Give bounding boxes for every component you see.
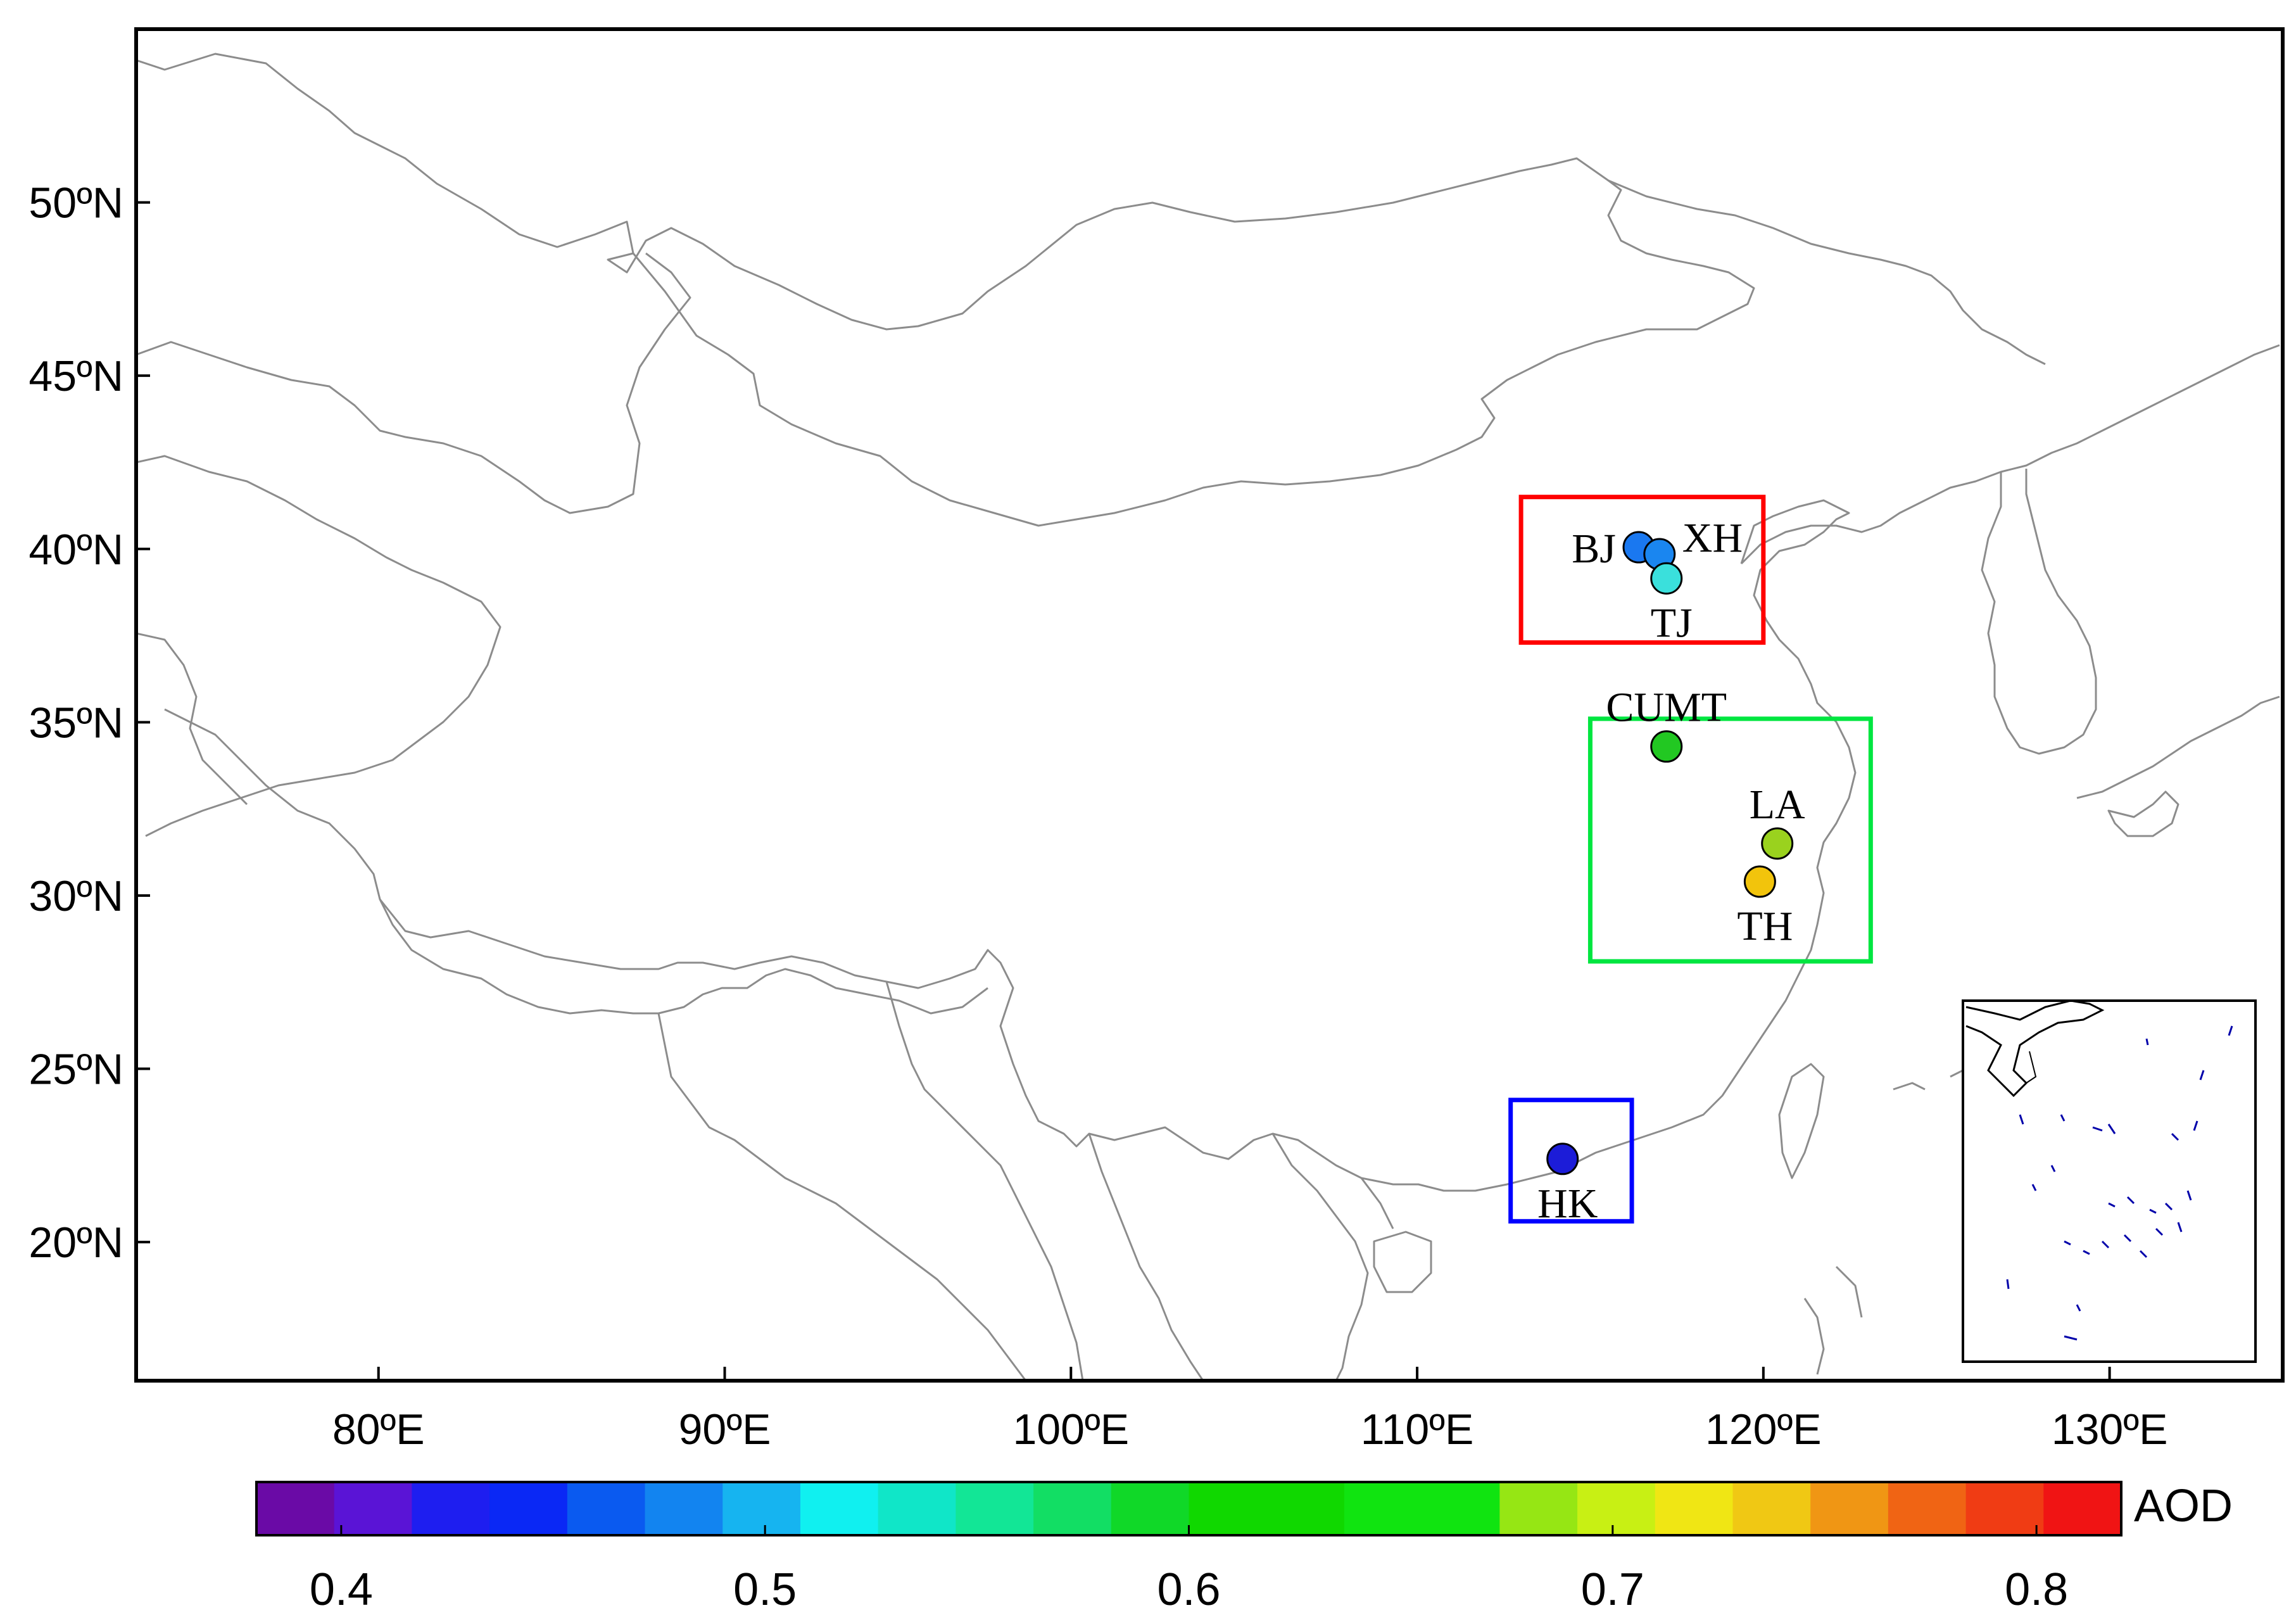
y-tick-label: 30ºN <box>28 872 123 920</box>
colorbar-cell <box>412 1482 491 1535</box>
site-label-th: TH <box>1737 903 1793 949</box>
colorbar-cell <box>878 1482 957 1535</box>
colorbar-cells <box>256 1482 2122 1535</box>
site-marker-hk <box>1546 1143 1579 1175</box>
x-tick-label: 120ºE <box>1705 1405 1822 1454</box>
site-marker-th <box>1743 865 1776 898</box>
site-label-bj: BJ <box>1572 526 1616 572</box>
site-label-hk: HK <box>1537 1181 1598 1227</box>
colorbar-cell <box>1344 1482 1423 1535</box>
x-tick-label: 90ºE <box>679 1405 771 1454</box>
colorbar-cell <box>334 1482 413 1535</box>
colorbar-cell <box>1111 1482 1190 1535</box>
site-label-cumt: CUMT <box>1606 685 1727 731</box>
site-label-la: LA <box>1750 782 1805 828</box>
colorbar-cell <box>567 1482 646 1535</box>
x-tick-label: 130ºE <box>2052 1405 2168 1454</box>
colorbar-cell <box>800 1482 879 1535</box>
colorbar-tick-label: 0.7 <box>1581 1564 1644 1615</box>
y-tick-label: 25ºN <box>28 1046 123 1094</box>
y-tick-label: 50ºN <box>28 179 123 227</box>
colorbar-title: AOD <box>2134 1481 2233 1531</box>
y-tick-label: 35ºN <box>28 699 123 747</box>
colorbar-cell <box>256 1482 335 1535</box>
aeronet-sites: BJ XH TJ CUMT LA TH HK <box>1537 515 1805 1227</box>
colorbar-cell <box>1499 1482 1579 1535</box>
colorbar-cell <box>489 1482 568 1535</box>
region-box-east <box>1587 716 1873 964</box>
latitude-axis: 20ºN 25ºN 30ºN 35ºN 40ºN 45ºN 50ºN <box>28 179 150 1267</box>
colorbar-cell <box>1655 1482 1734 1535</box>
colorbar-tick-label: 0.8 <box>2005 1564 2068 1615</box>
region-box-north <box>1518 495 1766 645</box>
colorbar-cell <box>1422 1482 1501 1535</box>
colorbar-cell <box>722 1482 801 1535</box>
map-area: BJ XH TJ CUMT LA TH HK <box>134 27 2285 1383</box>
region-box-south <box>1508 1098 1634 1224</box>
colorbar-cell <box>1577 1482 1656 1535</box>
colorbar-ticks: 0.4 0.5 0.6 0.7 0.8 <box>310 1525 2068 1615</box>
inset-map <box>1962 999 2257 1363</box>
colorbar-cell <box>1965 1482 2045 1535</box>
x-tick-label: 80ºE <box>332 1405 425 1454</box>
colorbar-cell <box>2043 1482 2122 1535</box>
colorbar-cell <box>1888 1482 1967 1535</box>
colorbar-cell <box>1732 1482 1812 1535</box>
y-tick-label: 20ºN <box>28 1219 123 1267</box>
site-label-xh: XH <box>1682 515 1743 561</box>
colorbar-cell <box>956 1482 1035 1535</box>
y-tick-label: 40ºN <box>28 526 123 574</box>
x-tick-label: 110ºE <box>1361 1405 1474 1454</box>
x-tick-label: 100ºE <box>1012 1405 1129 1454</box>
y-tick-label: 45ºN <box>28 352 123 400</box>
longitude-axis: 80ºE 90ºE 100ºE 110ºE 120ºE 130ºE <box>332 1367 2168 1454</box>
site-label-tj: TJ <box>1651 600 1693 646</box>
region-boxes <box>1508 495 1873 1224</box>
colorbar-cell <box>1189 1482 1268 1535</box>
site-marker-cumt <box>1650 730 1683 763</box>
site-marker-la <box>1761 827 1794 860</box>
site-marker-tj <box>1650 562 1683 595</box>
aod-colorbar: 0.4 0.5 0.6 0.7 0.8 AOD <box>255 1481 2233 1615</box>
colorbar-cell <box>1033 1482 1112 1535</box>
colorbar-cell <box>1266 1482 1345 1535</box>
colorbar-tick-label: 0.4 <box>310 1564 373 1615</box>
colorbar-cell <box>1810 1482 1889 1535</box>
colorbar-tick-label: 0.5 <box>733 1564 797 1615</box>
colorbar-cell <box>645 1482 724 1535</box>
coastline-borders <box>136 53 2280 1381</box>
colorbar-tick-label: 0.6 <box>1157 1564 1220 1615</box>
